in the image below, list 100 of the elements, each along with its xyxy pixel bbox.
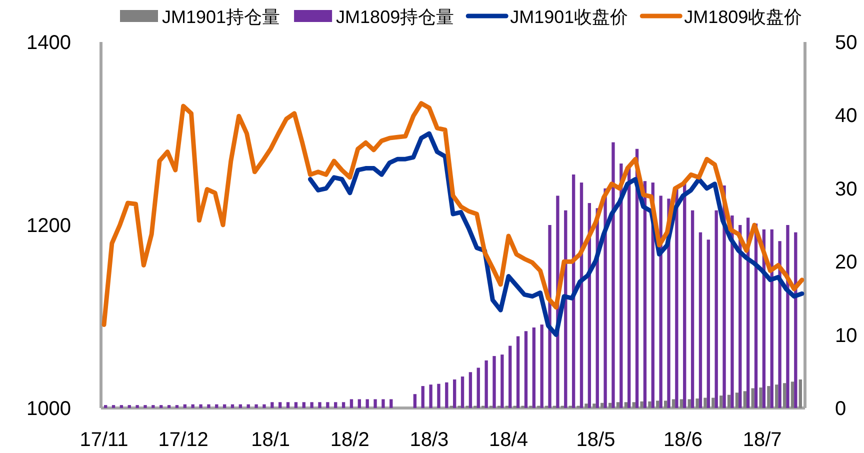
x-tick-label: 18/7 (742, 429, 782, 451)
bar (798, 379, 802, 408)
line-series (102, 101, 804, 327)
bar (683, 182, 686, 408)
bar (767, 386, 770, 408)
bar (246, 404, 250, 408)
bar (704, 398, 707, 408)
y2-tick-label: 10 (835, 324, 858, 347)
bar (778, 241, 782, 408)
y-tick-label: 1400 (26, 32, 71, 54)
bar (167, 405, 171, 408)
bar (612, 142, 615, 408)
bar (199, 404, 202, 408)
x-tick-label: 18/3 (410, 429, 449, 451)
bar (500, 354, 504, 408)
bar (743, 391, 746, 408)
bar (104, 405, 108, 408)
y2-tick-label: 0 (835, 398, 846, 420)
bar (672, 399, 676, 408)
bar (616, 402, 620, 408)
bar (727, 394, 731, 408)
bar (286, 402, 290, 408)
bar (278, 402, 282, 408)
bar (532, 327, 536, 408)
bar (270, 402, 274, 408)
bar (358, 399, 361, 408)
bar (540, 324, 544, 408)
x-tick-label: 18/6 (664, 429, 702, 451)
bar (648, 401, 652, 408)
bar (230, 404, 234, 408)
bar (690, 210, 694, 408)
bar (516, 336, 520, 408)
bar (429, 384, 432, 408)
bar (374, 399, 377, 408)
bar (476, 368, 480, 408)
bar (592, 404, 596, 408)
bar (775, 384, 778, 408)
bar (696, 398, 699, 408)
bar (688, 399, 691, 408)
bar (326, 402, 330, 408)
bar (366, 399, 369, 408)
bar (437, 384, 440, 408)
bar (698, 232, 702, 408)
x-tick-label: 18/1 (251, 429, 290, 451)
line-series (308, 131, 804, 338)
bar (350, 399, 354, 408)
bar (207, 404, 210, 408)
bar (712, 398, 715, 408)
x-tick-label: 18/4 (489, 429, 528, 451)
bar (445, 382, 448, 408)
bar (675, 188, 678, 408)
bar (492, 356, 496, 408)
bar (624, 402, 628, 408)
bar (524, 331, 528, 408)
bar (600, 402, 604, 408)
bar (656, 400, 660, 408)
bar (786, 225, 790, 408)
bar (112, 405, 116, 408)
bar (160, 405, 163, 408)
bar (640, 401, 644, 408)
bar (215, 404, 218, 408)
bar (664, 400, 668, 408)
bar (706, 240, 710, 408)
y-tick-label: 1200 (26, 215, 71, 237)
bar (342, 402, 346, 408)
y2-tick-label: 50 (835, 32, 858, 54)
bar (751, 388, 754, 408)
bar (584, 404, 588, 408)
bar (222, 404, 226, 408)
y-tick-label: 1000 (26, 398, 71, 420)
bar (759, 388, 762, 408)
y2-tick-label: 30 (835, 178, 858, 200)
legend-label: JM1809收盘价 (684, 7, 802, 27)
x-tick-label: 18/5 (576, 429, 616, 451)
bar (680, 399, 684, 408)
bar (262, 404, 266, 408)
bar (608, 402, 612, 408)
bar (334, 402, 338, 408)
bar (128, 405, 131, 408)
bar (238, 404, 242, 408)
bar (508, 346, 512, 408)
bar (310, 402, 314, 408)
legend-label: JM1809持仓量 (336, 7, 454, 27)
bar (144, 405, 147, 408)
bar (136, 405, 139, 408)
bar (659, 196, 662, 408)
bar (453, 379, 456, 408)
bar (183, 404, 186, 408)
bar (294, 402, 298, 408)
bar (484, 360, 488, 408)
x-tick-label: 18/2 (330, 429, 370, 451)
bar (175, 405, 179, 408)
bar (735, 392, 739, 408)
bar (413, 394, 417, 408)
bar (254, 404, 258, 408)
bar (421, 386, 424, 408)
x-tick-label: 17/11 (80, 429, 128, 451)
bar (191, 404, 194, 408)
bar (714, 210, 718, 408)
bar (782, 383, 786, 408)
